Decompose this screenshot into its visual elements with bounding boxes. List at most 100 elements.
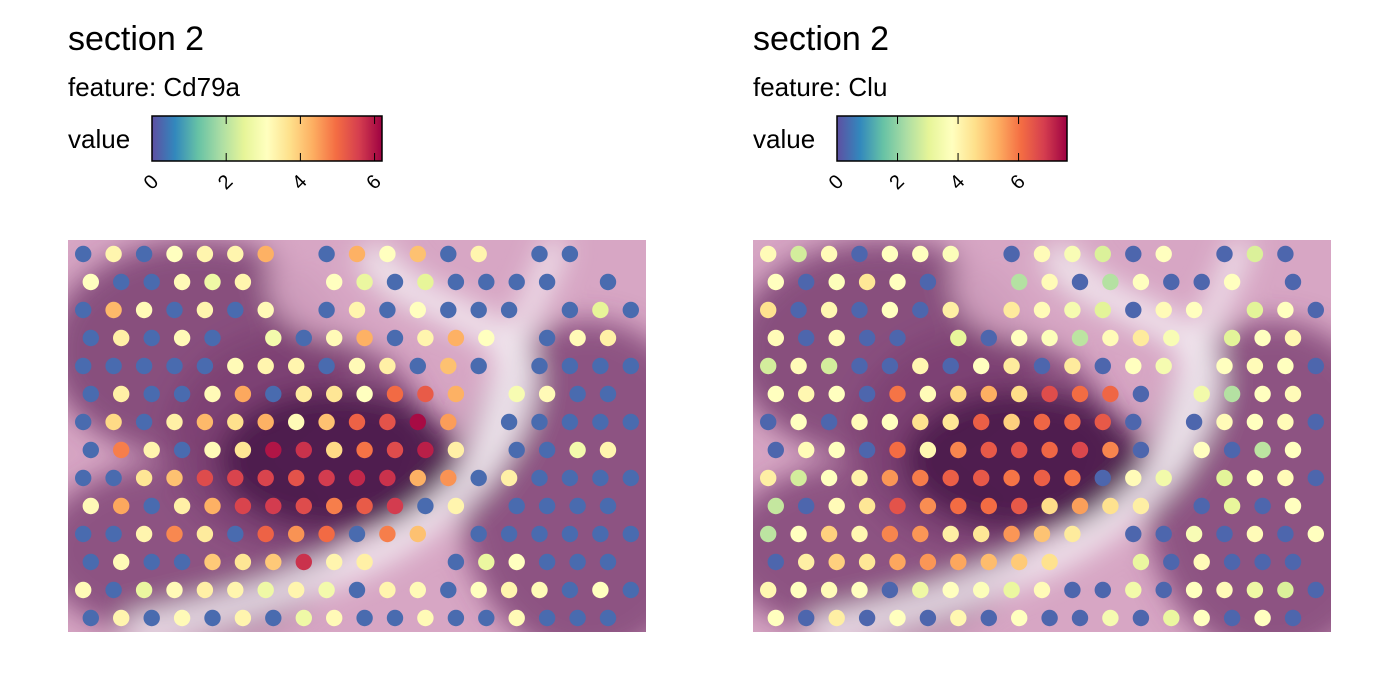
colorbar-tick-label: 2 <box>885 171 908 194</box>
spot <box>105 581 122 599</box>
spot <box>919 273 937 291</box>
spot <box>1185 413 1203 431</box>
spot <box>1071 609 1089 627</box>
spot <box>942 245 959 263</box>
tissue-gap <box>1152 240 1254 482</box>
spot <box>760 245 777 263</box>
spot <box>790 357 807 375</box>
spot <box>889 553 906 571</box>
spot <box>1125 245 1142 263</box>
spot <box>1246 413 1264 431</box>
spot <box>1041 609 1058 627</box>
spot <box>143 329 160 347</box>
spot <box>980 609 997 627</box>
spot <box>227 301 244 319</box>
spot <box>1223 609 1241 627</box>
spot <box>561 301 579 319</box>
tissue-image <box>753 240 1331 632</box>
spot <box>447 497 465 515</box>
spot <box>227 357 244 375</box>
spot <box>820 581 838 599</box>
spot <box>1155 525 1172 543</box>
spot <box>227 245 244 263</box>
spot <box>942 301 959 319</box>
spot <box>622 469 639 487</box>
tissue-dense-region <box>903 390 1143 530</box>
spot <box>1064 301 1081 319</box>
spot <box>858 609 876 627</box>
spot <box>881 581 899 599</box>
spot <box>1003 525 1020 543</box>
spot <box>1071 273 1089 291</box>
spot <box>166 301 183 319</box>
spot <box>561 525 579 543</box>
spot <box>318 525 335 543</box>
spot <box>1094 413 1111 431</box>
spot <box>1071 329 1089 347</box>
spot <box>858 497 876 515</box>
spot <box>1307 469 1324 487</box>
spot <box>417 497 434 515</box>
spot <box>500 469 518 487</box>
spot <box>980 497 997 515</box>
spot <box>973 581 990 599</box>
spot <box>622 413 639 431</box>
spot <box>1064 245 1081 263</box>
spot <box>889 329 906 347</box>
spot <box>1223 497 1241 515</box>
colorbar-tick-label: 0 <box>140 171 163 194</box>
spot <box>561 357 579 375</box>
spot <box>417 609 434 627</box>
spot <box>820 357 838 375</box>
spot <box>569 329 586 347</box>
spot <box>851 525 868 543</box>
spot <box>1277 469 1294 487</box>
spot <box>82 329 99 347</box>
spot <box>326 553 343 571</box>
spot <box>470 301 487 319</box>
colorbar-tick-label: 0 <box>825 171 848 194</box>
spot <box>143 553 160 571</box>
spot <box>599 497 617 515</box>
spot <box>561 469 579 487</box>
spot <box>942 581 959 599</box>
spot <box>531 581 548 599</box>
feature-label: feature: Clu <box>753 72 888 102</box>
spot <box>912 413 929 431</box>
spot <box>440 301 457 319</box>
spot <box>599 385 617 403</box>
spot <box>767 273 784 291</box>
spot <box>912 469 929 487</box>
spot <box>569 609 586 627</box>
spot <box>1246 469 1264 487</box>
spot <box>760 357 777 375</box>
spot <box>1277 301 1294 319</box>
spot <box>592 469 609 487</box>
spot <box>135 245 153 263</box>
spot <box>478 609 495 627</box>
spot <box>1041 553 1058 571</box>
spot <box>599 273 617 291</box>
spot <box>1254 553 1271 571</box>
spot <box>622 301 639 319</box>
spot <box>1132 497 1150 515</box>
spot <box>113 441 130 459</box>
spot <box>1102 441 1119 459</box>
spot <box>561 245 579 263</box>
spot <box>790 413 807 431</box>
spot <box>1033 357 1051 375</box>
spot <box>592 581 609 599</box>
spot <box>143 441 160 459</box>
colorbar-legend: 0 2 4 6 <box>825 115 1068 194</box>
spot <box>1185 301 1203 319</box>
spot <box>767 441 784 459</box>
spot <box>569 385 586 403</box>
spot <box>500 581 518 599</box>
spot <box>234 273 252 291</box>
spot <box>227 469 244 487</box>
spot <box>1064 581 1081 599</box>
spot <box>204 609 221 627</box>
spot <box>1284 441 1302 459</box>
spot <box>105 413 122 431</box>
panel-title: section 2 <box>68 20 205 58</box>
